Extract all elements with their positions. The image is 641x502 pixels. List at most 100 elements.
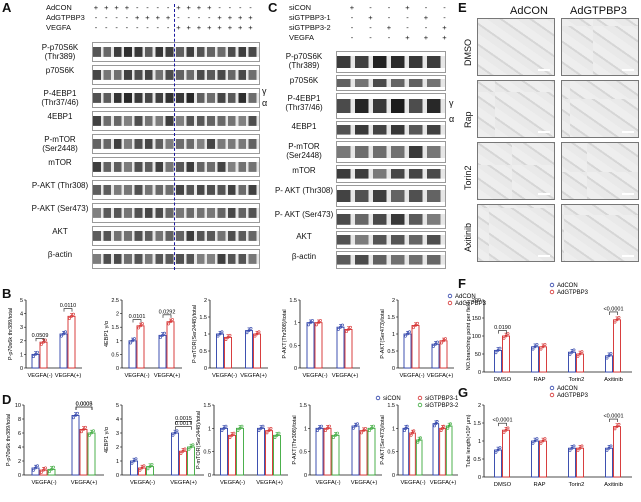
panel-c-blot-label: P- AKT (Ser473)	[274, 210, 334, 219]
panel-a-mark: -	[177, 13, 180, 22]
bar-AdCON	[568, 447, 576, 478]
y-tick-label: 0.5	[387, 349, 395, 355]
data-point	[572, 444, 576, 448]
bar-AdGTPBP3	[344, 329, 353, 369]
data-point	[408, 330, 411, 334]
data-point	[84, 425, 87, 429]
bar-siGTPBP3-1	[179, 450, 187, 476]
data-point	[42, 340, 45, 344]
chart-B3: 0 0.5 1 1.5 2 P-mTOR(Ser2448)/total VEGFA(-) VE…	[192, 298, 268, 379]
y-tick-label: 0.5	[111, 352, 119, 358]
bar-siCON	[432, 423, 440, 476]
data-point	[72, 416, 75, 420]
data-point	[249, 327, 253, 330]
x-tick-label: DMSO	[494, 482, 512, 488]
data-point	[444, 337, 447, 341]
y-tick-label: 3	[116, 431, 119, 437]
bar-siGTPBP3-1	[323, 427, 332, 476]
y-tick-label: 0	[208, 473, 211, 479]
y-tick-label: 150	[472, 316, 481, 322]
bar-AdCON	[494, 349, 502, 373]
significance-bracket	[609, 418, 618, 423]
panel-c-mark: -	[369, 23, 372, 32]
panel-a-mark: -	[146, 3, 149, 12]
bar-siGTPBP3-1	[138, 467, 146, 476]
data-point	[44, 338, 47, 342]
x-tick-label: VEGFA(+)	[332, 373, 359, 379]
p-value-label: 0.0110	[60, 303, 76, 309]
chart-G: 0 0.5 1 1.5 2 Tube length(×10³ μm) DMSO RAP Tori…	[466, 403, 632, 488]
panel-c-blot-band	[336, 165, 446, 183]
bar-AdGTPBP3	[411, 325, 420, 369]
data-point	[541, 439, 545, 443]
panel-c-mark: -	[406, 23, 409, 32]
x-tick-label: VEGFA(-)	[124, 373, 149, 379]
bar-AdGTPBP3	[439, 340, 448, 369]
panel-d2-legend-label: siGTPBP3-2	[425, 403, 459, 409]
bar-AdGTPBP3	[576, 447, 584, 478]
data-point	[605, 356, 609, 360]
x-tick-label: VEGFA(-)	[400, 480, 425, 486]
y-tick-label: 0	[478, 370, 481, 376]
data-point	[349, 325, 352, 329]
panel-a-mark: +	[93, 3, 99, 12]
panel-c-blot-band	[336, 251, 446, 269]
y-tick-label: 5	[116, 403, 119, 409]
panel-a-blot-label: β-actin	[47, 250, 73, 259]
x-tick-label: VEGFA(+)	[240, 373, 267, 379]
data-point	[326, 426, 329, 430]
y-axis-label: NO.branching point per field	[466, 302, 472, 370]
y-tick-label: 5	[20, 298, 23, 304]
data-point	[506, 332, 510, 336]
panel-a-blot-band	[92, 249, 260, 269]
data-point	[607, 354, 611, 358]
data-point	[52, 465, 55, 469]
data-point	[309, 321, 312, 325]
panel-c-mark: +	[442, 23, 447, 32]
data-point	[324, 429, 327, 432]
bar-AdCON	[59, 333, 68, 369]
chart-D5: 0 0.5 1 1.5P-AKT(Ser473)/total VEGFA(-) VEGFA…	[380, 403, 458, 486]
data-point	[533, 439, 537, 443]
panel-c-gamma: γ	[449, 98, 454, 108]
scale-bar	[622, 131, 634, 133]
panel-b-legend-label: AdCON	[455, 294, 476, 300]
data-point	[142, 464, 146, 468]
panel-a-mark: -	[156, 23, 160, 32]
micrograph-image	[561, 204, 639, 262]
data-point	[433, 424, 436, 428]
x-tick-label: VEGFA(-)	[27, 373, 52, 379]
data-point	[504, 334, 508, 338]
bar-AdCON	[336, 326, 345, 369]
panel-a-mark: -	[166, 23, 170, 32]
data-point	[311, 319, 314, 322]
bar-AdGTPBP3	[314, 322, 323, 369]
panel-a-mark: +	[237, 23, 243, 32]
bar-siGTPBP3-1	[79, 429, 88, 476]
data-point	[504, 428, 508, 432]
y-tick-label: 1	[304, 426, 307, 432]
data-point	[36, 350, 39, 354]
significance-bracket	[162, 314, 172, 318]
x-tick-label: VEGFA(-)	[212, 373, 237, 379]
bar-AdGTPBP3	[502, 335, 510, 373]
x-tick-label: VEGFA(+)	[351, 480, 378, 486]
y-axis-label: P-p70s6k thr389/total	[6, 414, 12, 466]
panel-f-label: F	[458, 276, 466, 291]
y-tick-label: 0	[204, 366, 207, 372]
panel-c-blot-label: P- AKT (Thr308)	[274, 186, 334, 195]
x-tick-label: DMSO	[494, 377, 512, 383]
panel-a-mark: -	[166, 3, 170, 12]
data-point	[224, 424, 228, 428]
y-tick-label: 0.5	[299, 450, 307, 456]
y-tick-label: 0	[18, 473, 21, 479]
x-tick-label: VEGFA(+)	[170, 480, 197, 486]
panel-a-mark: +	[227, 13, 233, 22]
bar-siGTPBP3-1	[39, 469, 48, 476]
panel-c-blot-label: p70S6K	[289, 76, 319, 85]
p-value-label: <0.0001	[492, 418, 512, 424]
panel-c-label: C	[268, 0, 278, 15]
data-point	[318, 426, 321, 430]
bar-siGTPBP3-2	[273, 434, 281, 476]
y-tick-label: 0	[392, 366, 395, 372]
